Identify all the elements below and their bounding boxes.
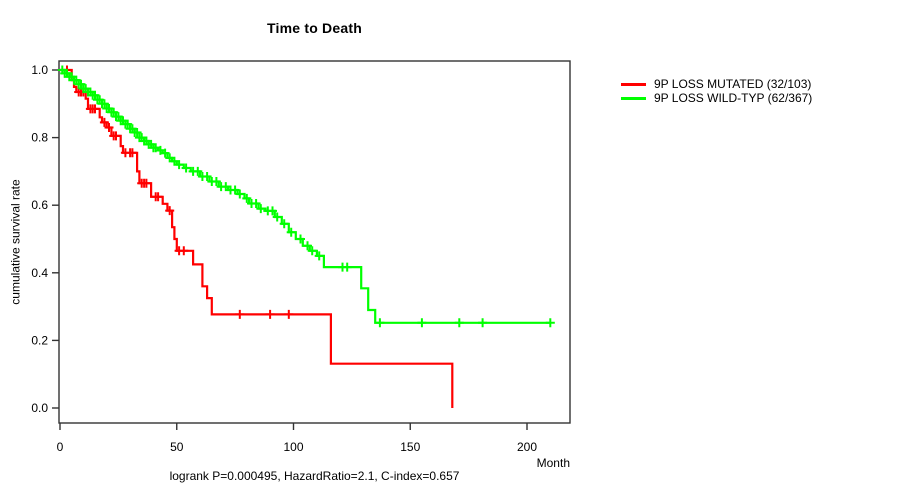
legend-line-red	[621, 82, 646, 86]
x-tick-label: 100	[283, 440, 303, 454]
y-tick-label: 1.0	[31, 63, 48, 77]
x-axis-label: Month	[536, 456, 570, 470]
survival-curve-wildtype-censor-marks	[57, 65, 555, 328]
y-axis-label: cumulative survival rate	[9, 179, 24, 305]
legend-item-mutated: 9P LOSS MUTATED (32/103)	[621, 77, 812, 91]
legend: 9P LOSS MUTATED (32/103) 9P LOSS WILD-TY…	[621, 77, 812, 105]
chart-title: Time to Death	[267, 20, 362, 36]
y-tick-label: 0.4	[31, 266, 48, 280]
footer-stats: logrank P=0.000495, HazardRatio=2.1, C-i…	[169, 469, 460, 483]
legend-line-green	[621, 96, 646, 100]
y-axis-label-wrap: cumulative survival rate	[4, 61, 28, 423]
y-tick-label: 0.8	[31, 131, 48, 145]
x-tick-label: 0	[57, 440, 64, 454]
legend-item-wildtype: 9P LOSS WILD-TYP (62/367)	[621, 91, 812, 105]
survival-curve-wildtype	[60, 68, 551, 324]
y-tick-label: 0.2	[31, 333, 48, 347]
legend-label-mutated: 9P LOSS MUTATED (32/103)	[654, 77, 812, 91]
survival-curve-mutated	[60, 68, 454, 408]
x-tick-label: 150	[400, 440, 420, 454]
x-tick-label: 50	[170, 440, 184, 454]
x-tick-label: 200	[517, 440, 537, 454]
legend-label-wildtype: 9P LOSS WILD-TYP (62/367)	[654, 91, 813, 105]
y-tick-label: 0.0	[31, 401, 48, 415]
plot-box	[58, 60, 571, 424]
y-tick-label: 0.6	[31, 198, 48, 212]
